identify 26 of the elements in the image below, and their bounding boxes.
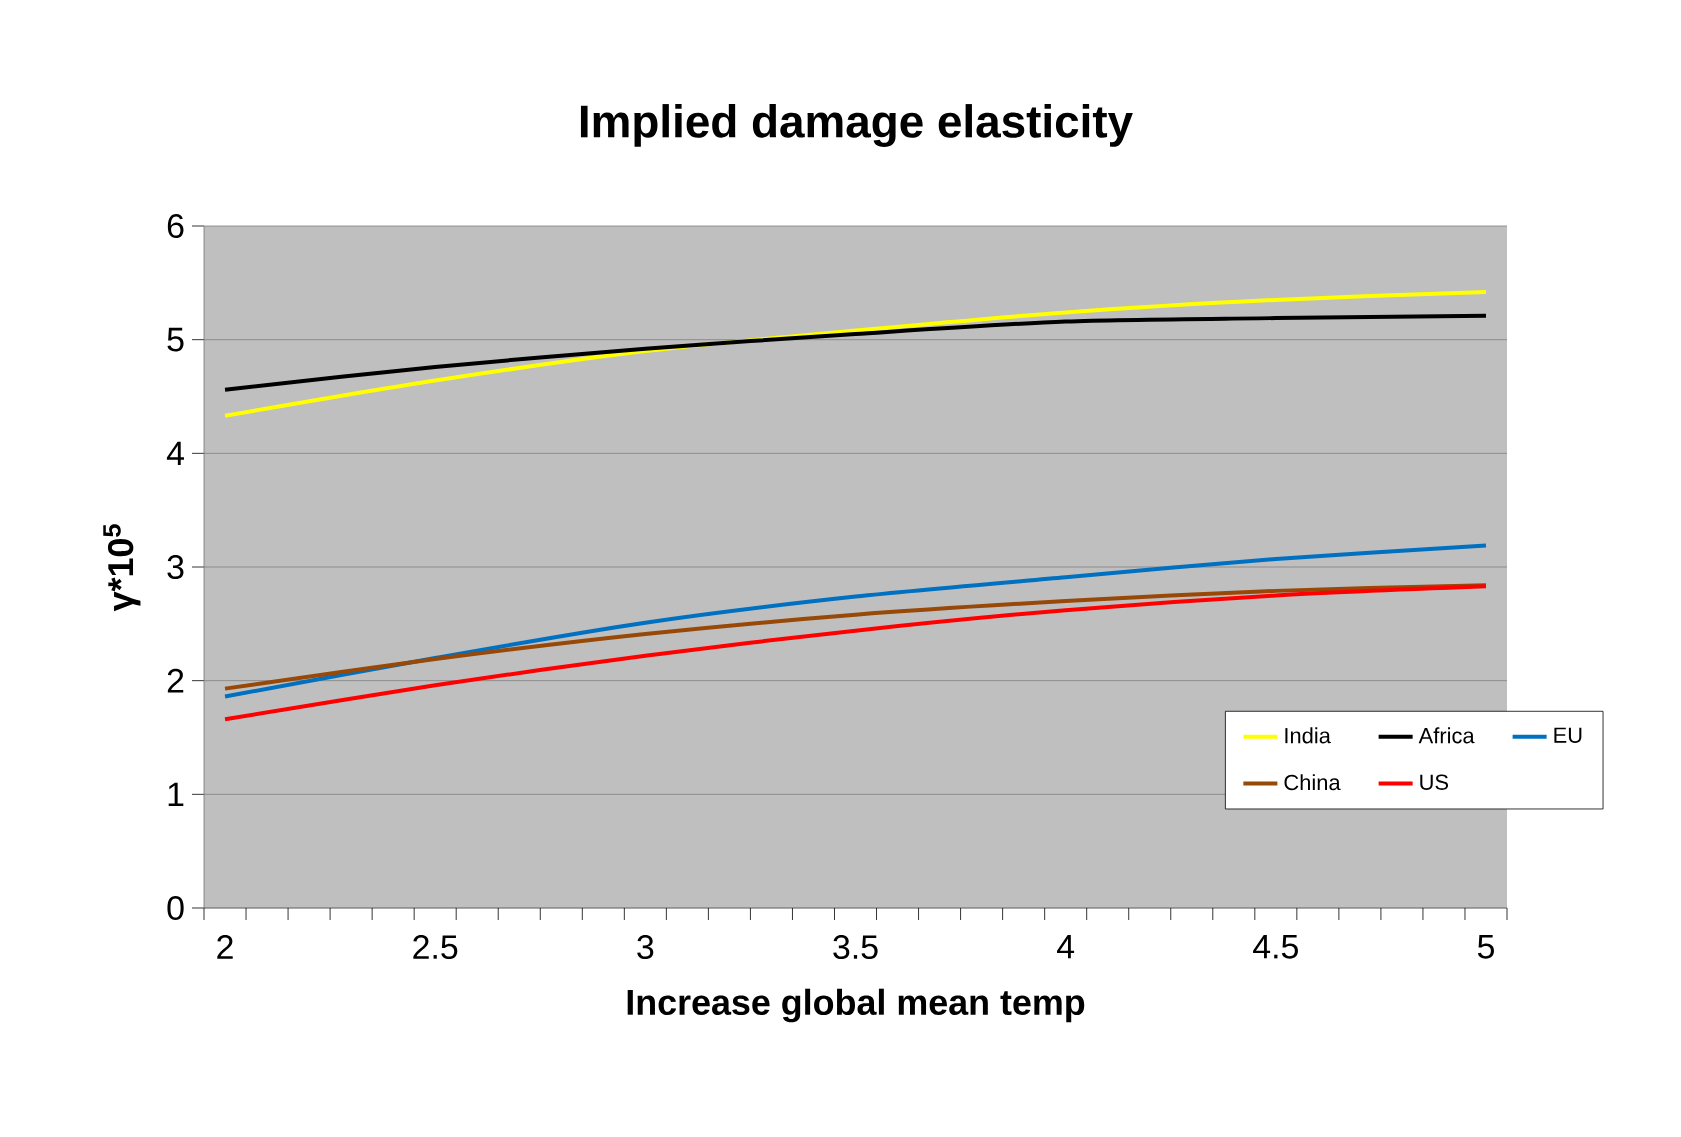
line-series [223, 313, 1488, 392]
y-tick-label: 4 [166, 441, 184, 465]
legend-label: US [1420, 774, 1449, 790]
chart-title: Implied damage elasticity [580, 104, 1133, 148]
legend-label: India [1285, 727, 1331, 744]
x-tick-label: 4 [1057, 935, 1075, 959]
text: γ*10$^{5}$ [103, 524, 141, 612]
line-series [223, 543, 1488, 699]
legend-label: EU [1554, 727, 1582, 743]
legend-label: Africa [1418, 727, 1475, 744]
y-tick-label: 2 [167, 668, 184, 693]
x-tick-label: 2.5 [413, 935, 458, 960]
x-tick-label: 5 [1477, 935, 1494, 959]
y-tick-label: 5 [167, 327, 184, 352]
x-tick-label: 3 [637, 935, 654, 960]
x-tick-label: 4.5 [1253, 935, 1298, 959]
line-series [223, 583, 1488, 691]
y-tick-label: 0 [167, 896, 184, 920]
y-tick-label: 1 [168, 782, 184, 806]
y-tick-label: 3 [167, 555, 184, 580]
y-tick-label: 6 [167, 214, 184, 239]
x-tick-label: 3.5 [833, 935, 878, 960]
x-axis-title: Increase global mean temp [627, 988, 1085, 1023]
x-tick-label: 2 [217, 935, 233, 959]
legend-label: China [1284, 774, 1341, 791]
line-series [223, 584, 1488, 722]
